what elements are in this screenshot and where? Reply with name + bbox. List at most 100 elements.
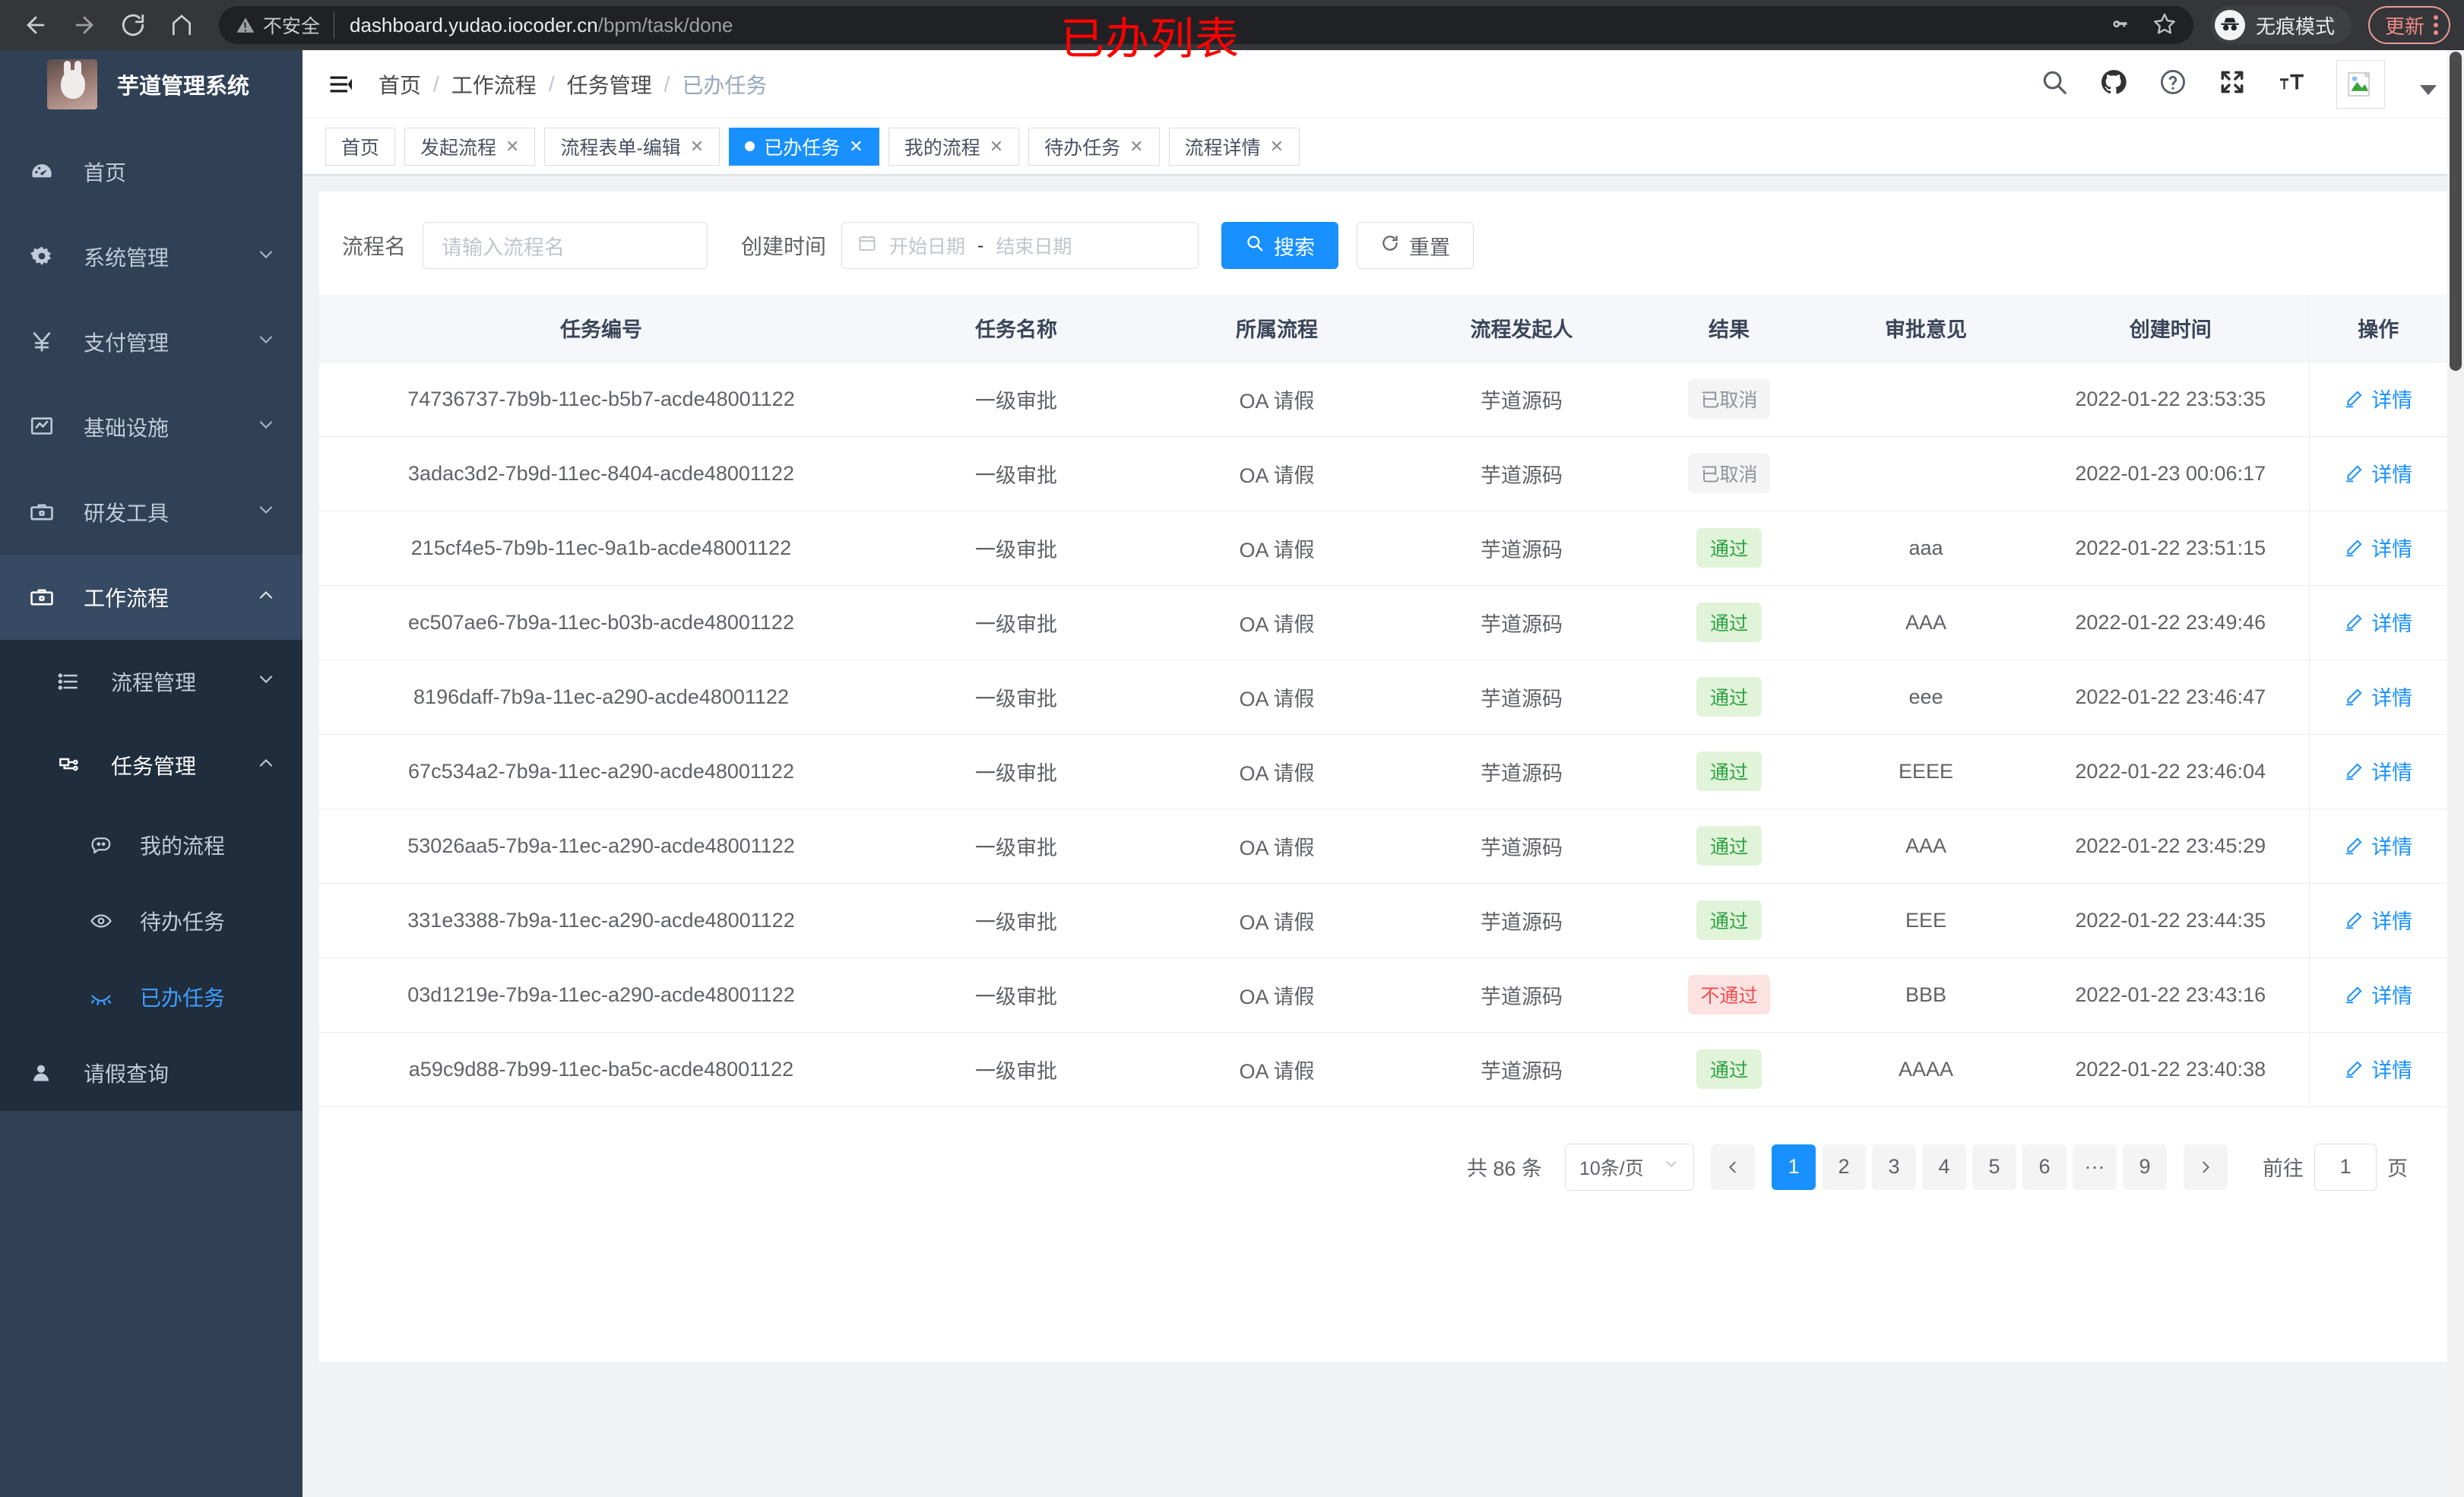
- tab-strip: 首页 发起流程 ✕ 流程表单-编辑 ✕ 已办任务 ✕ 我的流程 ✕ 待办任务 ✕ 流程详情…: [302, 119, 2464, 175]
- tab-home[interactable]: 首页: [325, 127, 396, 166]
- detail-link[interactable]: 详情: [2344, 682, 2412, 711]
- hamburger-icon[interactable]: [324, 71, 357, 98]
- url-host: dashboard.yudao.iocoder.cn: [350, 13, 598, 36]
- close-icon[interactable]: ✕: [1129, 136, 1144, 156]
- cell-task-name: 一级审批: [883, 1032, 1149, 1107]
- cell-process: OA 请假: [1149, 660, 1405, 735]
- status-badge: 通过: [1696, 1049, 1762, 1089]
- page-size-select[interactable]: 10条/页: [1565, 1143, 1694, 1191]
- breadcrumb-item-1[interactable]: 工作流程: [451, 73, 537, 97]
- status-badge: 通过: [1696, 826, 1762, 866]
- cell-initiator: 芋道源码: [1405, 511, 1639, 586]
- back-arrow-icon[interactable]: [14, 3, 58, 47]
- scrollbar-thumb[interactable]: [2450, 52, 2462, 371]
- page-scrollbar[interactable]: [2447, 50, 2464, 1497]
- page-button-3[interactable]: 3: [1872, 1144, 1916, 1190]
- bookmark-star-icon[interactable]: [2152, 11, 2177, 40]
- page-ellipsis[interactable]: ···: [2073, 1144, 2117, 1190]
- tab-process-detail[interactable]: 流程详情 ✕: [1168, 127, 1300, 166]
- tab-todo-task[interactable]: 待办任务 ✕: [1028, 127, 1160, 166]
- page-button-4[interactable]: 4: [1922, 1144, 1966, 1190]
- tab-my-process[interactable]: 我的流程 ✕: [888, 127, 1020, 166]
- help-circle-icon[interactable]: [2158, 68, 2187, 100]
- col-result: 结果: [1639, 295, 1819, 362]
- sidebar-item-process-management[interactable]: 流程管理: [0, 640, 302, 723]
- font-size-icon[interactable]: [2277, 68, 2306, 100]
- close-icon[interactable]: ✕: [505, 136, 520, 156]
- list-icon: [56, 669, 94, 694]
- fullscreen-icon[interactable]: [2218, 68, 2247, 100]
- sidebar-item-dev-tools[interactable]: 研发工具: [0, 470, 302, 555]
- sidebar-item-task-management[interactable]: 任务管理: [0, 723, 302, 807]
- sidebar-item-todo-task[interactable]: 待办任务: [0, 883, 302, 959]
- cell-create-time: 2022-01-22 23:53:35: [2032, 362, 2309, 437]
- page-button-9[interactable]: 9: [2123, 1144, 2167, 1190]
- sidebar-item-leave-query[interactable]: 请假查询: [0, 1035, 302, 1111]
- workflow-submenu: 流程管理 任务管理: [0, 640, 302, 1111]
- sidebar-menu: 首页 系统管理 支付管理: [0, 119, 302, 1111]
- breadcrumb-item-0[interactable]: 首页: [378, 73, 422, 97]
- address-bar[interactable]: 不安全 dashboard.yudao.iocoder.cn/bpm/task/…: [219, 6, 2193, 44]
- cell-opinion: EEEE: [1819, 734, 2032, 809]
- password-key-icon[interactable]: [2110, 12, 2133, 39]
- sidebar: 芋道管理系统 首页 系统管理: [0, 50, 302, 1497]
- close-icon[interactable]: ✕: [849, 136, 863, 156]
- search-button[interactable]: 搜索: [1221, 222, 1339, 269]
- detail-label: 详情: [2371, 1059, 2413, 1083]
- close-icon[interactable]: ✕: [1269, 136, 1284, 156]
- breadcrumb-separator: /: [664, 71, 670, 96]
- incognito-indicator[interactable]: 无痕模式: [2209, 6, 2352, 44]
- forward-arrow-icon[interactable]: [62, 3, 106, 47]
- sidebar-item-my-process[interactable]: 我的流程: [0, 807, 302, 883]
- reload-icon[interactable]: [111, 3, 155, 47]
- jump-page-input[interactable]: 1: [2314, 1143, 2377, 1191]
- brand[interactable]: 芋道管理系统: [0, 50, 302, 119]
- sidebar-item-system-management[interactable]: 系统管理: [0, 214, 302, 299]
- prev-page-button[interactable]: [1711, 1144, 1755, 1190]
- cell-operation: 详情: [2308, 809, 2447, 884]
- detail-link[interactable]: 详情: [2344, 905, 2412, 935]
- detail-link[interactable]: 详情: [2344, 756, 2412, 786]
- detail-link[interactable]: 详情: [2344, 458, 2412, 488]
- detail-link[interactable]: 详情: [2344, 831, 2412, 860]
- date-range-picker[interactable]: 开始日期 - 结束日期: [841, 222, 1199, 269]
- chevron-down-icon[interactable]: [2420, 85, 2437, 95]
- update-button[interactable]: 更新: [2367, 6, 2450, 44]
- sidebar-item-workflow[interactable]: 工作流程: [0, 555, 302, 640]
- home-icon[interactable]: [160, 3, 204, 47]
- page-button-6[interactable]: 6: [2022, 1144, 2067, 1190]
- cell-create-time: 2022-01-22 23:46:04: [2032, 734, 2309, 809]
- sidebar-item-infrastructure[interactable]: 基础设施: [0, 385, 302, 470]
- next-page-button[interactable]: [2184, 1144, 2228, 1190]
- sidebar-item-home[interactable]: 首页: [0, 129, 302, 214]
- tab-done-task[interactable]: 已办任务 ✕: [729, 127, 879, 166]
- search-icon: [1245, 233, 1265, 258]
- tab-process-form-edit[interactable]: 流程表单-编辑 ✕: [544, 127, 721, 166]
- avatar[interactable]: [2336, 59, 2385, 109]
- search-icon[interactable]: [2040, 68, 2069, 100]
- page-button-2[interactable]: 2: [1822, 1144, 1866, 1190]
- detail-link[interactable]: 详情: [2344, 1054, 2412, 1084]
- detail-link[interactable]: 详情: [2344, 384, 2412, 413]
- tab-label: 我的流程: [904, 137, 980, 159]
- cell-task-id: ec507ae6-7b9a-11ec-b03b-acde48001122: [319, 585, 883, 660]
- search-input[interactable]: 请输入流程名: [423, 222, 708, 269]
- detail-link[interactable]: 详情: [2344, 533, 2412, 562]
- sidebar-item-label: 工作流程: [84, 587, 169, 610]
- page-button-5[interactable]: 5: [1972, 1144, 2016, 1190]
- github-icon[interactable]: [2099, 68, 2128, 100]
- main-area: 首页 / 工作流程 / 任务管理 / 已办任务: [302, 50, 2464, 1497]
- close-icon[interactable]: ✕: [989, 136, 1004, 156]
- browser-menu-icon[interactable]: [2434, 15, 2438, 35]
- page-button-1[interactable]: 1: [1772, 1144, 1816, 1190]
- sidebar-item-payment-management[interactable]: 支付管理: [0, 299, 302, 385]
- col-opinion: 审批意见: [1819, 295, 2032, 362]
- breadcrumb-item-2[interactable]: 任务管理: [566, 73, 652, 97]
- sidebar-item-done-task[interactable]: 已办任务: [0, 959, 302, 1035]
- table-row: ec507ae6-7b9a-11ec-b03b-acde48001122 一级审批…: [319, 585, 2447, 660]
- reset-button[interactable]: 重置: [1357, 222, 1474, 269]
- detail-link[interactable]: 详情: [2344, 980, 2412, 1009]
- detail-link[interactable]: 详情: [2344, 607, 2412, 637]
- tab-start-process[interactable]: 发起流程 ✕: [404, 127, 536, 166]
- close-icon[interactable]: ✕: [689, 136, 705, 156]
